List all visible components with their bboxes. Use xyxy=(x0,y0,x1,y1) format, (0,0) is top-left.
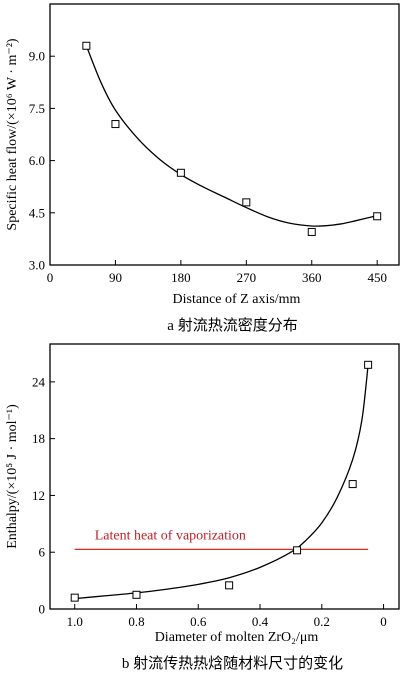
data-point xyxy=(364,360,373,369)
data-point xyxy=(225,581,234,590)
x-axis-label: Distance of Z axis/mm xyxy=(173,292,301,307)
y-tick-label: 6.0 xyxy=(29,153,45,168)
y-tick-label: 6 xyxy=(39,545,46,560)
y-tick-label: 18 xyxy=(32,431,45,446)
plot-frame xyxy=(49,343,400,610)
data-point xyxy=(307,227,316,236)
x-tick-label: 0.6 xyxy=(190,614,207,629)
x-tick-label: 0 xyxy=(380,614,387,629)
reference-line-label: Latent heat of vaporization xyxy=(95,528,246,543)
data-point xyxy=(293,546,302,555)
data-point xyxy=(82,41,91,50)
x-tick-label: 0.2 xyxy=(314,614,330,629)
x-tick-label: 0.8 xyxy=(128,614,144,629)
plot-frame xyxy=(49,3,400,266)
data-point xyxy=(176,168,185,177)
data-point xyxy=(373,212,382,221)
y-tick-label: 9.0 xyxy=(29,49,45,64)
panel-caption: b 射流传热热焓随材料尺寸的变化 xyxy=(122,655,343,672)
y-tick-label: 12 xyxy=(32,488,45,503)
y-tick-label: 24 xyxy=(32,374,46,389)
x-tick-label: 270 xyxy=(237,270,257,285)
y-axis-label: Enthalpy/(×10⁵ J · mol⁻¹) xyxy=(5,404,20,549)
y-tick-label: 4.5 xyxy=(29,205,45,220)
x-tick-label: 90 xyxy=(109,270,122,285)
fit-curve xyxy=(85,45,378,227)
x-tick-label: 180 xyxy=(171,270,191,285)
data-point xyxy=(242,198,251,207)
data-point xyxy=(70,593,79,602)
y-tick-label: 7.5 xyxy=(29,101,45,116)
chart-panel-a: 0 90 180 270 360 450 3.0 4.5 6.0 7.5 9.0 Distance o… xyxy=(5,3,400,334)
panel-caption: a 射流热流密度分布 xyxy=(167,317,297,334)
chart-panel-b: 1.0 0.8 0.6 0.4 0.2 0 0 6 12 18 24 Diameter of molt… xyxy=(5,343,400,672)
x-tick-label: 0 xyxy=(47,270,54,285)
data-point xyxy=(348,480,357,489)
x-axis-label: Diameter of molten ZrO₂/μm xyxy=(155,630,319,645)
data-point xyxy=(132,590,141,599)
fit-curve xyxy=(74,364,369,600)
x-tick-label: 1.0 xyxy=(67,614,83,629)
data-point xyxy=(111,120,120,129)
x-tick-label: 450 xyxy=(367,270,387,285)
y-tick-label: 0 xyxy=(39,602,46,617)
x-tick-label: 0.4 xyxy=(252,614,269,629)
y-tick-label: 3.0 xyxy=(29,258,45,273)
x-tick-label: 360 xyxy=(302,270,322,285)
y-axis-label: Specific heat flow/(×10⁶ W · m⁻²) xyxy=(5,38,20,231)
